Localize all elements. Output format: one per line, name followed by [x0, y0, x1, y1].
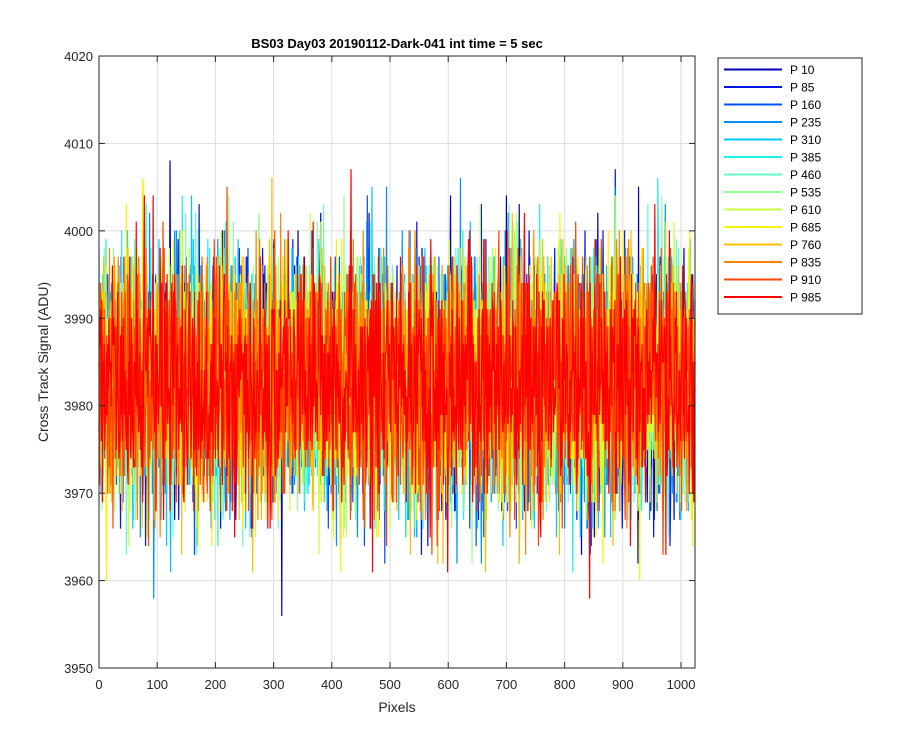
y-tick-label: 3980 — [64, 399, 93, 414]
plot-frame — [98, 55, 696, 669]
legend-label: P 385 — [790, 151, 821, 165]
legend-label: P 610 — [790, 203, 821, 217]
legend-label: P 85 — [790, 81, 815, 95]
legend-label: P 685 — [790, 221, 821, 235]
legend-label: P 10 — [790, 63, 815, 77]
legend-label: P 460 — [790, 168, 821, 182]
x-ticks: 0 100 200 300 400 500 600 700 800 900 1000 — [95, 56, 695, 692]
y-ticks: 3950 3960 3970 3980 3990 4000 4010 4020 — [64, 49, 695, 676]
legend-label: P 835 — [790, 256, 821, 270]
chart-title: BS03 Day03 20190112-Dark-041 int time = … — [251, 36, 543, 51]
legend-label: P 160 — [790, 98, 821, 112]
legend-box — [717, 57, 863, 315]
x-tick-label: 600 — [437, 677, 459, 692]
y-tick-label: 3950 — [64, 661, 93, 676]
legend-label: P 310 — [790, 133, 821, 147]
legend-label: P 235 — [790, 116, 821, 130]
legend-label: P 985 — [790, 291, 821, 305]
x-tick-label: 400 — [321, 677, 343, 692]
series-lines — [98, 160, 696, 617]
legend-label: P 535 — [790, 186, 821, 200]
legend-label: P 910 — [790, 273, 821, 287]
y-tick-label: 3990 — [64, 311, 93, 326]
y-tick-label: 4010 — [64, 136, 93, 151]
legend-label: P 760 — [790, 238, 821, 252]
x-tick-label: 0 — [95, 677, 102, 692]
y-axis-label: Cross Track Signal (ADU) — [35, 282, 51, 442]
legend: P 10 P 85 P 160 P 235 P 310 P 385 P 460 P 535 P … — [717, 57, 863, 315]
x-tick-label: 800 — [554, 677, 576, 692]
y-tick-label: 4020 — [64, 49, 93, 64]
y-tick-label: 3960 — [64, 574, 93, 589]
x-tick-label: 500 — [379, 677, 401, 692]
x-tick-label: 1000 — [667, 677, 696, 692]
x-tick-label: 300 — [263, 677, 285, 692]
x-axis-label: Pixels — [378, 699, 415, 715]
x-tick-label: 900 — [612, 677, 634, 692]
series-line-p-985 — [98, 169, 696, 599]
y-tick-label: 4000 — [64, 224, 93, 239]
x-tick-label: 700 — [496, 677, 518, 692]
x-tick-label: 200 — [205, 677, 227, 692]
y-tick-label: 3970 — [64, 486, 93, 501]
x-tick-label: 100 — [146, 677, 168, 692]
